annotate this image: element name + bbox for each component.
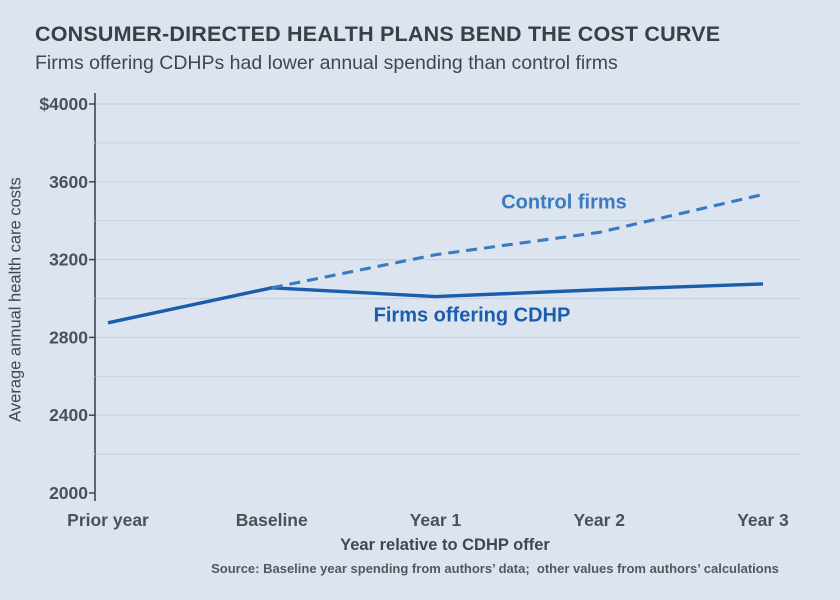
x-axis-title: Year relative to CDHP offer <box>340 536 550 554</box>
y-tick-label: 3600 <box>49 172 88 192</box>
y-tick-label: $4000 <box>39 94 88 114</box>
y-tick-label: 2400 <box>49 405 88 425</box>
y-tick-label: 3200 <box>49 250 88 270</box>
x-tick-label: Year 3 <box>737 510 789 530</box>
y-tick-label: 2800 <box>49 327 88 347</box>
series-label-control-firms: Control firms <box>501 191 627 214</box>
source-note: Source: Baseline year spending from auth… <box>211 561 779 576</box>
x-tick-label: Prior year <box>67 510 149 530</box>
series-label-firms-offering-cdhp: Firms offering CDHP <box>373 304 571 327</box>
series-line-control-firms <box>271 192 764 290</box>
chart-subtitle: Firms offering CDHPs had lower annual sp… <box>35 52 618 74</box>
y-tick-label: 2000 <box>49 483 88 503</box>
chart-title: CONSUMER-DIRECTED HEALTH PLANS BEND THE … <box>35 22 721 46</box>
series-line-firms-offering-cdhp <box>107 282 764 325</box>
x-tick-label: Year 1 <box>410 510 462 530</box>
x-tick-label: Year 2 <box>573 510 625 530</box>
x-tick-label: Baseline <box>236 510 308 530</box>
